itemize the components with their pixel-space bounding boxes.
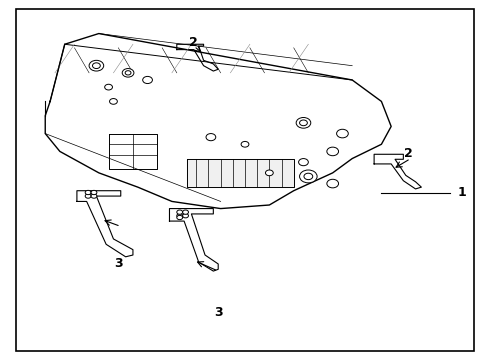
Text: 2: 2: [404, 147, 413, 160]
Circle shape: [327, 147, 339, 156]
Circle shape: [143, 76, 152, 84]
Circle shape: [110, 99, 117, 104]
Polygon shape: [45, 33, 391, 208]
Circle shape: [125, 71, 131, 75]
Circle shape: [304, 173, 313, 180]
Circle shape: [183, 213, 189, 218]
Circle shape: [93, 63, 100, 68]
Text: 1: 1: [458, 186, 466, 199]
Circle shape: [91, 194, 97, 198]
Circle shape: [299, 170, 317, 183]
Circle shape: [266, 170, 273, 176]
Text: 3: 3: [214, 306, 222, 319]
Circle shape: [177, 215, 183, 220]
Polygon shape: [187, 158, 294, 187]
Circle shape: [89, 60, 104, 71]
Circle shape: [183, 210, 189, 214]
Polygon shape: [77, 191, 133, 257]
Circle shape: [122, 68, 134, 77]
Circle shape: [85, 194, 91, 198]
Circle shape: [327, 179, 339, 188]
Text: 2: 2: [190, 36, 198, 49]
Polygon shape: [177, 44, 218, 71]
Polygon shape: [170, 208, 218, 271]
Circle shape: [296, 117, 311, 128]
Circle shape: [299, 120, 307, 126]
Circle shape: [206, 134, 216, 141]
Text: 3: 3: [114, 257, 122, 270]
Circle shape: [177, 210, 183, 214]
Polygon shape: [374, 154, 421, 189]
Circle shape: [85, 190, 91, 195]
Circle shape: [177, 213, 183, 218]
Circle shape: [91, 190, 97, 195]
Circle shape: [241, 141, 249, 147]
Circle shape: [298, 158, 308, 166]
Circle shape: [105, 84, 113, 90]
Circle shape: [337, 129, 348, 138]
